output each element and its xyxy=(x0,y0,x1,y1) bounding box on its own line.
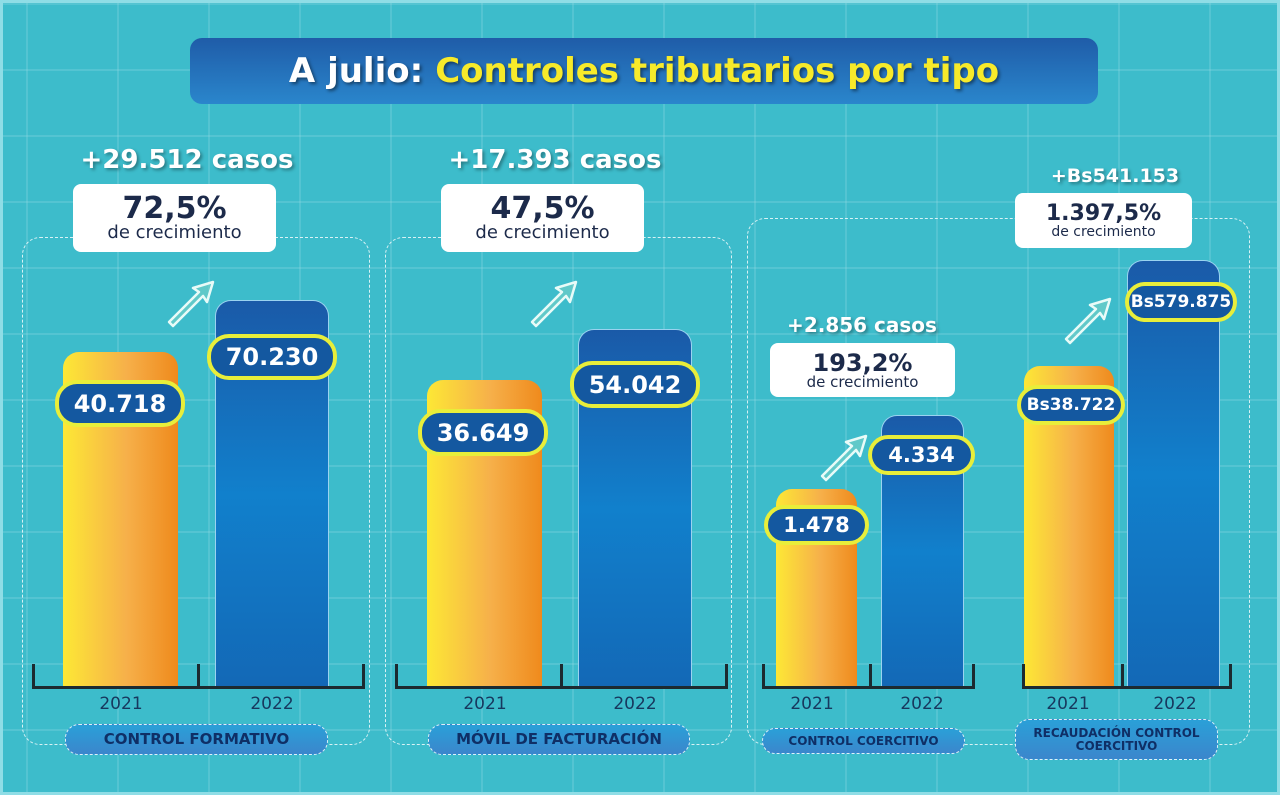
group-panel xyxy=(747,218,1250,745)
category-label: CONTROL FORMATIVO xyxy=(65,724,328,755)
value-label: Bs579.875 xyxy=(1125,282,1237,322)
growth-percent: 193,2% xyxy=(812,348,913,377)
title-main: Controles tributarios por tipo xyxy=(435,51,1000,91)
category-label: MÓVIL DE FACTURACIÓN xyxy=(428,724,690,755)
growth-label: de crecimiento xyxy=(107,222,242,243)
increase-label: +17.393 casos xyxy=(448,145,662,175)
growth-box: 72,5% de crecimiento xyxy=(73,184,276,252)
axis-tick xyxy=(395,664,398,688)
growth-percent: 1.397,5% xyxy=(1045,200,1162,226)
axis-tick xyxy=(196,664,200,688)
axis-tick xyxy=(869,664,872,688)
bar-2022 xyxy=(1127,260,1220,688)
growth-box: 1.397,5% de crecimiento xyxy=(1015,193,1192,248)
increase-label: +Bs541.153 xyxy=(1050,165,1180,187)
growth-box: 47,5% de crecimiento xyxy=(441,184,644,252)
title-prefix: A julio: xyxy=(288,51,424,91)
increase-label: +29.512 casos xyxy=(80,145,294,175)
value-label: 4.334 xyxy=(868,435,975,475)
axis-tick xyxy=(560,664,563,688)
growth-label: de crecimiento xyxy=(475,222,610,243)
axis-tick xyxy=(725,664,728,688)
year-label: 2022 xyxy=(1153,694,1197,714)
growth-arrow-icon xyxy=(818,432,870,486)
growth-percent: 72,5% xyxy=(122,191,227,226)
year-label: 2022 xyxy=(250,694,294,714)
value-label: 40.718 xyxy=(55,380,185,427)
value-label: 54.042 xyxy=(570,361,700,408)
growth-label: de crecimiento xyxy=(1051,223,1156,240)
year-label: 2022 xyxy=(900,694,944,714)
x-axis xyxy=(1022,686,1232,689)
year-label: 2021 xyxy=(790,694,834,714)
growth-label: de crecimiento xyxy=(806,372,919,391)
year-label: 2021 xyxy=(463,694,507,714)
growth-percent: 47,5% xyxy=(490,191,595,226)
axis-tick xyxy=(32,664,35,688)
growth-arrow-icon xyxy=(528,278,580,332)
year-label: 2021 xyxy=(99,694,143,714)
axis-tick xyxy=(1120,664,1124,688)
value-label: Bs38.722 xyxy=(1017,385,1125,425)
axis-tick xyxy=(1022,664,1025,688)
value-label: 70.230 xyxy=(207,334,337,380)
growth-arrow-icon xyxy=(1062,295,1114,349)
year-label: 2022 xyxy=(613,694,657,714)
growth-arrow-icon xyxy=(165,278,217,332)
growth-box: 193,2% de crecimiento xyxy=(770,343,955,397)
year-label: 2021 xyxy=(1046,694,1090,714)
chart-title: A julio: Controles tributarios por tipo xyxy=(190,38,1098,104)
increase-label: +2.856 casos xyxy=(787,313,937,337)
axis-tick xyxy=(1229,664,1232,688)
x-axis xyxy=(762,686,975,689)
axis-tick xyxy=(972,664,975,688)
axis-tick xyxy=(762,664,765,688)
category-label: CONTROL COERCITIVO xyxy=(762,728,965,754)
category-label: RECAUDACIÓN CONTROL COERCITIVO xyxy=(1015,719,1218,760)
axis-tick xyxy=(362,664,365,688)
value-label: 36.649 xyxy=(418,409,548,456)
value-label: 1.478 xyxy=(764,505,869,545)
